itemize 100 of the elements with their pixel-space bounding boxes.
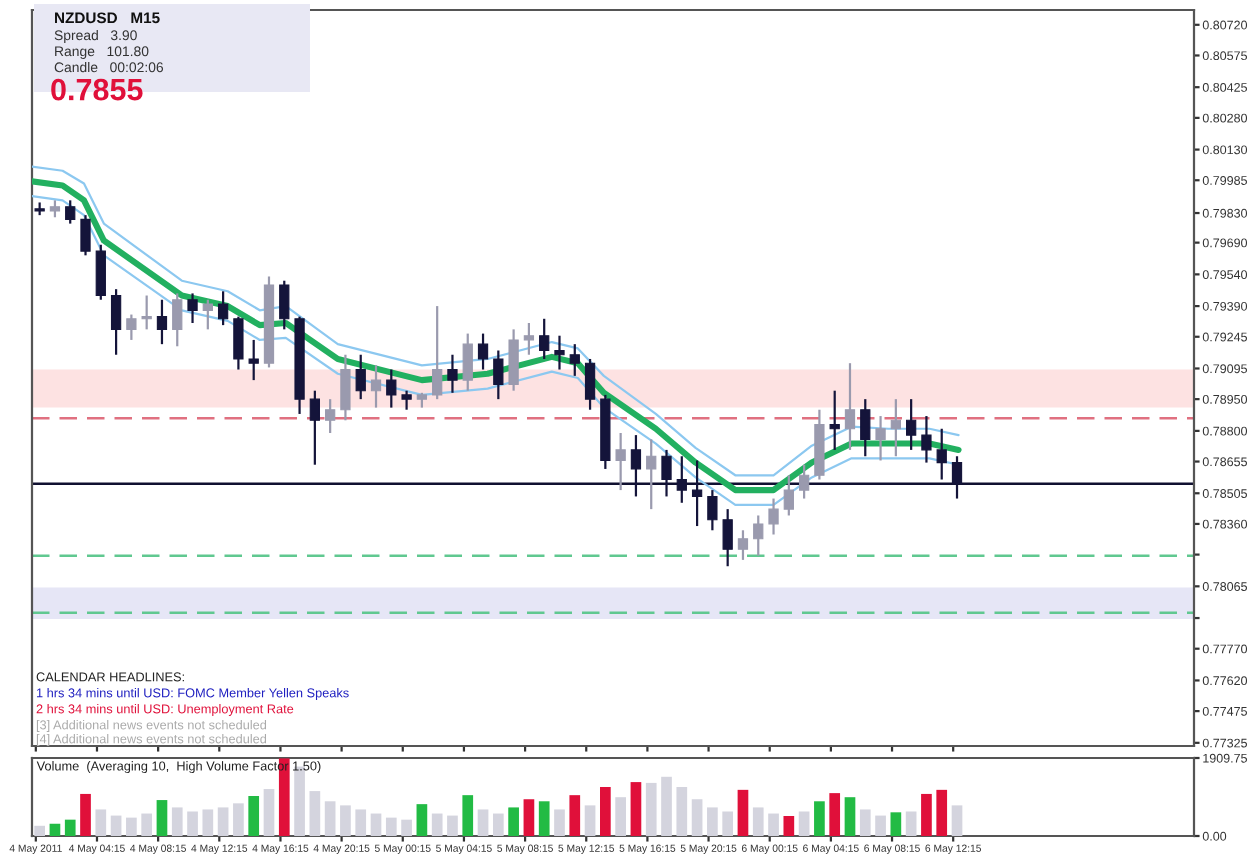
bar (462, 795, 474, 836)
bar (217, 807, 229, 836)
bar (829, 793, 841, 836)
bar (936, 789, 948, 836)
candlestick (462, 332, 473, 392)
bar (64, 819, 76, 836)
candlestick (768, 497, 779, 536)
candlestick (110, 288, 122, 356)
candlestick (783, 474, 794, 517)
candlestick (646, 438, 657, 511)
bar (202, 809, 214, 836)
bar (447, 815, 458, 836)
bar (630, 782, 642, 836)
candlestick (156, 298, 168, 346)
candlestick (615, 431, 626, 492)
bar (34, 825, 45, 836)
candlestick (386, 368, 397, 409)
bar (798, 811, 810, 836)
candlestick (707, 488, 718, 532)
bar (905, 811, 917, 836)
candlestick (233, 315, 244, 371)
bar (49, 823, 61, 836)
candlestick (432, 304, 443, 401)
bar (385, 817, 397, 836)
bar (875, 815, 886, 836)
bar (890, 812, 902, 836)
bar (508, 807, 519, 836)
candlestick (798, 463, 810, 500)
candlestick (279, 279, 290, 331)
bar (492, 813, 504, 836)
bar (554, 809, 565, 836)
bar (324, 801, 336, 836)
bar (110, 815, 122, 836)
bar (171, 807, 183, 836)
candlestick (141, 294, 152, 331)
candlestick (554, 334, 565, 371)
candlestick (722, 508, 733, 568)
bar (921, 793, 932, 836)
candlestick (829, 389, 840, 452)
candlestick (890, 398, 901, 458)
bar (263, 789, 275, 836)
bar (768, 813, 779, 836)
bar (645, 782, 657, 836)
bar (523, 799, 535, 836)
bar (783, 815, 795, 836)
bar (156, 800, 168, 836)
candlestick (248, 338, 259, 382)
bar (859, 809, 871, 836)
candlestick (95, 243, 106, 301)
bar (569, 795, 581, 836)
candlestick (217, 290, 229, 327)
bar (340, 805, 351, 836)
bar (691, 799, 703, 836)
candlestick (355, 353, 366, 401)
candlestick (172, 292, 183, 348)
bar (187, 811, 198, 836)
candlestick (584, 357, 596, 411)
candlestick (539, 317, 550, 361)
candlestick (860, 398, 871, 458)
candlestick (477, 332, 489, 371)
candlestick (921, 414, 932, 464)
bar (584, 805, 596, 836)
candlestick (906, 398, 917, 452)
bar (233, 803, 244, 836)
candlestick (370, 364, 382, 409)
bar (722, 811, 734, 836)
candlestick (65, 199, 76, 225)
candlestick (493, 349, 504, 401)
bar (416, 804, 428, 836)
bar (431, 813, 443, 836)
candlestick (126, 313, 137, 342)
candlestick (875, 414, 886, 462)
bar (126, 817, 137, 836)
bar (248, 795, 260, 836)
candlestick (325, 398, 336, 435)
candlestick (187, 292, 198, 325)
candlestick (737, 529, 749, 561)
bar (401, 819, 412, 836)
candlestick (569, 343, 580, 377)
bar (707, 807, 718, 836)
bar (737, 789, 749, 836)
bar (676, 786, 688, 836)
bar (615, 797, 626, 836)
candlestick (844, 362, 856, 452)
candlestick (523, 321, 535, 356)
bar (370, 813, 382, 836)
bar (80, 793, 91, 836)
candlestick (401, 389, 412, 411)
bar (95, 809, 107, 836)
bar (141, 813, 153, 836)
bar (477, 809, 489, 836)
candlestick (447, 353, 458, 394)
candlestick (753, 514, 764, 557)
annotation: 0.7855 (51, 78, 143, 101)
bar (844, 797, 856, 836)
bar (951, 805, 963, 836)
candlestick (80, 214, 91, 257)
candlestick (309, 389, 320, 466)
bar (309, 791, 321, 836)
candlestick (340, 353, 351, 422)
